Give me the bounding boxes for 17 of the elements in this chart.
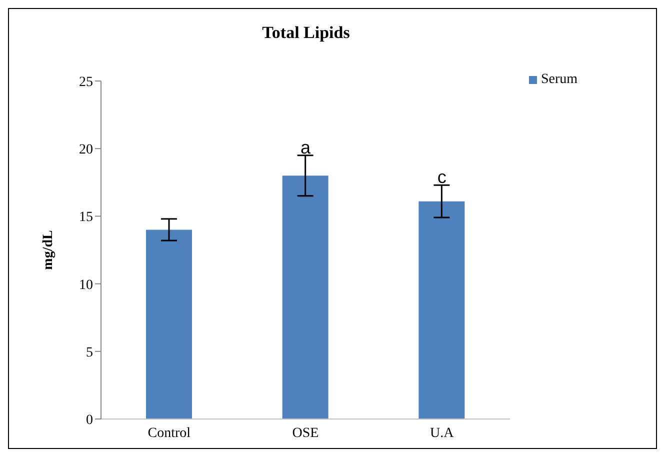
y-tick-label: 5 xyxy=(86,345,93,360)
y-tick-label: 0 xyxy=(86,412,93,428)
bar xyxy=(418,201,465,419)
bar xyxy=(282,176,328,419)
annotation: a xyxy=(300,137,312,158)
legend-label: Serum xyxy=(541,72,578,88)
bar xyxy=(146,230,192,419)
x-tick-label: U.A xyxy=(430,426,455,441)
y-tick-label: 15 xyxy=(79,210,93,226)
annotation: c xyxy=(437,167,446,188)
y-tick-label: 10 xyxy=(79,278,93,293)
y-tick-label: 25 xyxy=(79,74,93,90)
chart-title: Total Lipids xyxy=(261,23,351,43)
x-tick-label: Control xyxy=(148,426,191,441)
y-axis-title: mg/dL xyxy=(40,230,56,270)
y-tick-label: 20 xyxy=(79,142,93,158)
x-tick-label: OSE xyxy=(292,426,319,441)
